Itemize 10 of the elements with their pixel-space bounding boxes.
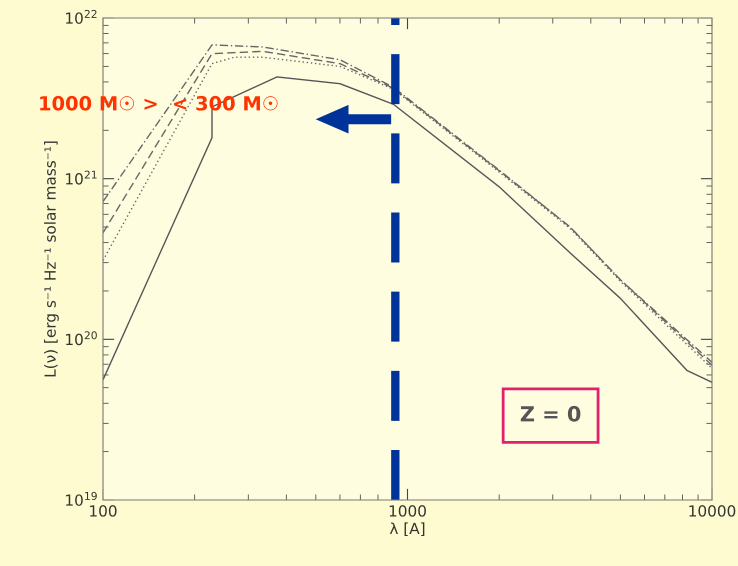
x-tick-label: 1000: [390, 505, 426, 517]
y-tick-label: 10$^{21}$: [66, 170, 97, 185]
x-tick-label: 100: [90, 505, 117, 517]
x-axis-title: λ [A]: [390, 522, 424, 536]
x-tick-label: 10000: [689, 505, 736, 517]
y-axis-title: L(ν) [erg s⁻¹ Hz⁻¹ solar mass⁻¹]: [44, 141, 59, 376]
y-tick-label: 10$^{22}$: [66, 10, 96, 24]
annotation: Z = 0: [520, 406, 580, 422]
y-tick-label: 10$^{20}$: [66, 331, 97, 346]
y-tick-label: 10$^{19}$: [66, 492, 97, 506]
